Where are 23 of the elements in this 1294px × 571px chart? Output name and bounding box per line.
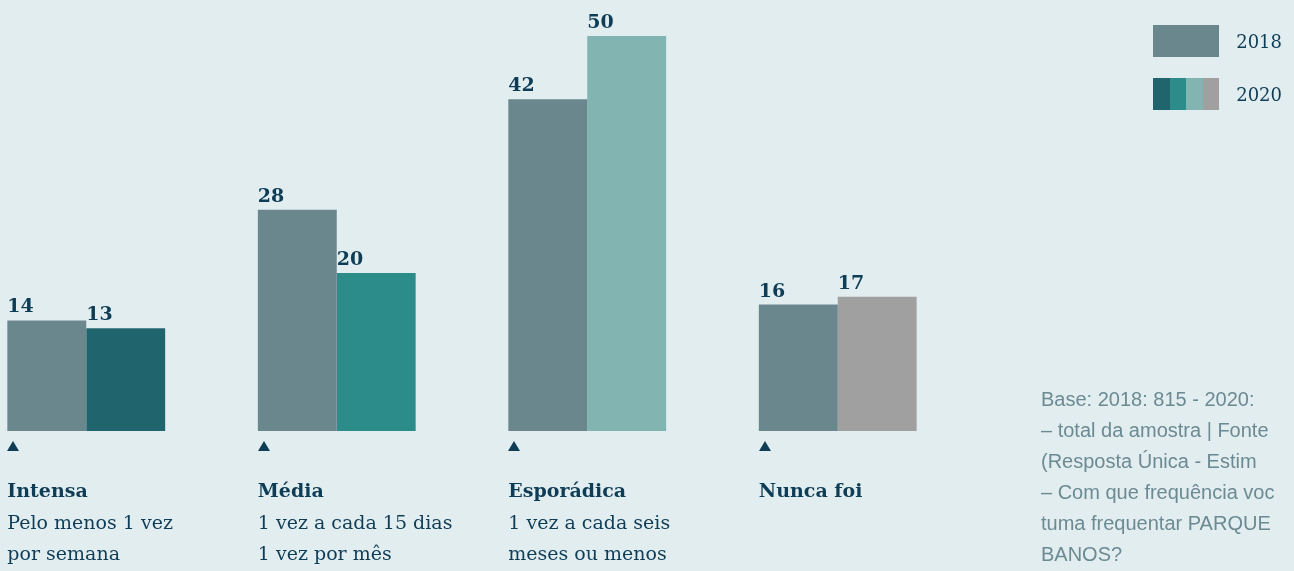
legend-label: 2018 [1236,30,1282,52]
data-label: 16 [758,278,786,301]
bar [7,320,87,431]
text: Base: 2018: 815 - 2020: – total da amostra | Fonte (Resposta Única - Estim – Com que frequência voc tuma frequentar PARQUE BANOS? [1041,387,1275,567]
x-tick-label: Média 1 vez a cada 15 dias 1 vez por mês [257,478,453,566]
bar [86,328,166,431]
data-label: 50 [587,10,614,32]
data-label: 13 [86,302,113,325]
bar [758,304,838,431]
data-label: 28 [257,183,285,206]
bar [837,296,917,431]
data-label: 14 [7,294,34,317]
x-tick-label: Intensa Pelo menos 1 vez por semana [7,478,173,566]
data-label: 17 [837,270,865,293]
bar [336,273,416,431]
x-tick-label: Esporádica 1 vez a cada seis meses ou menos [508,478,671,566]
data-label: 42 [508,73,535,96]
x-tick-label: Nunca foi [758,478,863,503]
bar [508,99,588,431]
bar [587,36,667,431]
data-label: 20 [336,247,364,269]
bar [257,209,337,431]
legend-label: 2020 [1236,83,1282,105]
